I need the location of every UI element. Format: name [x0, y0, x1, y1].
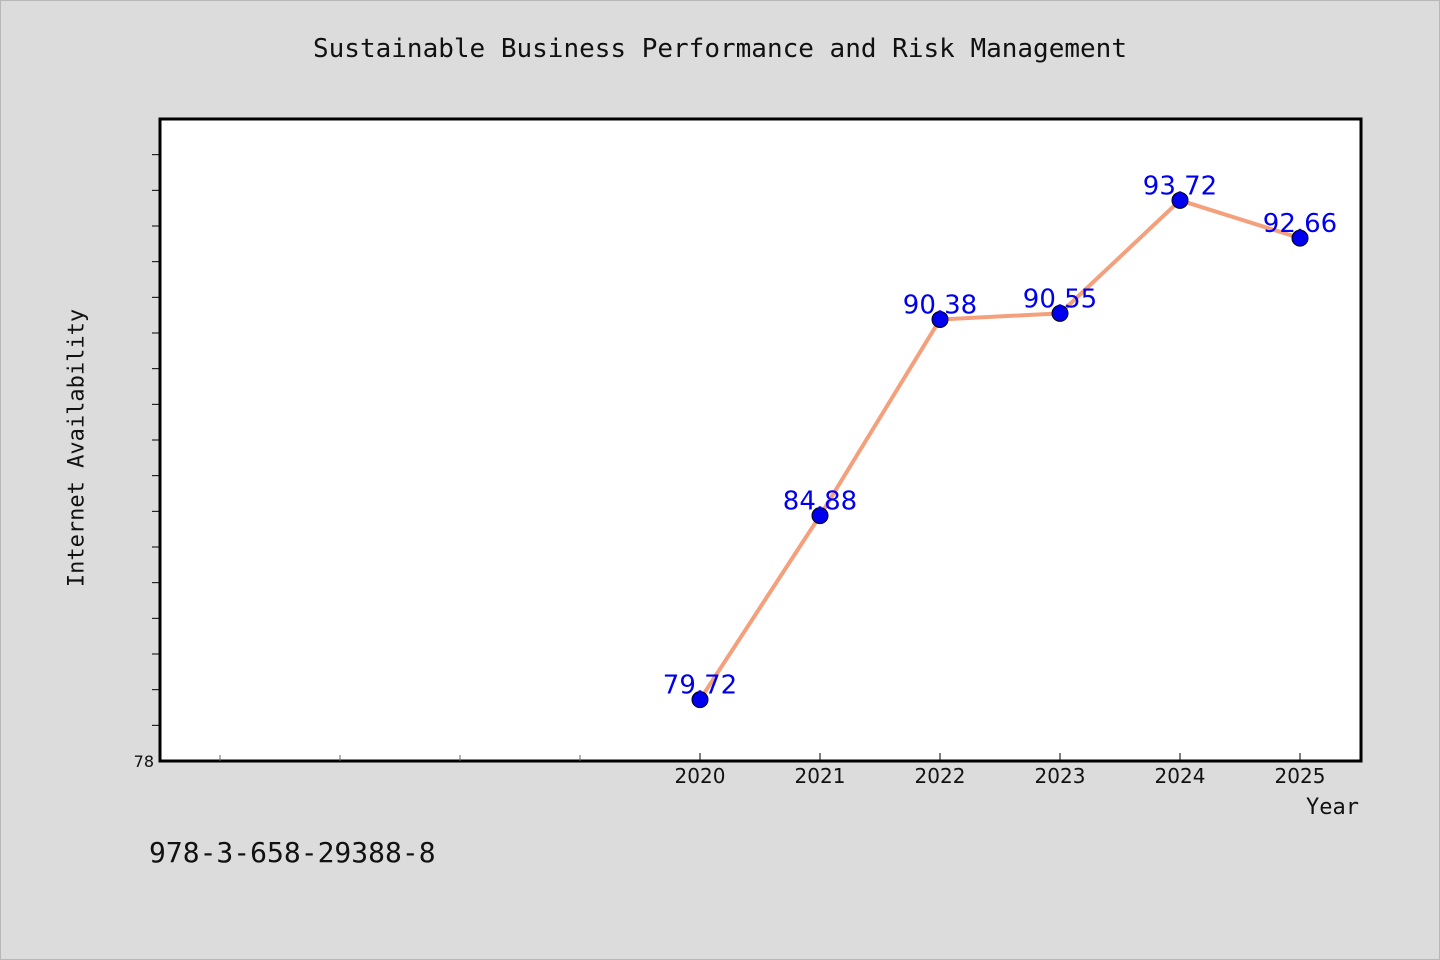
data-point — [1291, 229, 1309, 247]
data-point — [931, 310, 949, 328]
data-label: 79.72 — [663, 671, 737, 701]
data-point — [691, 691, 709, 709]
x-tick-label: 2023 — [1035, 764, 1086, 788]
x-tick-label: 2024 — [1155, 764, 1206, 788]
x-tick-label: 2021 — [795, 764, 846, 788]
data-label: 90.55 — [1023, 284, 1097, 314]
y-axis-ticks: 78 — [134, 154, 160, 771]
x-axis-minor-ticks — [219, 755, 581, 761]
data-label: 84.88 — [783, 487, 857, 517]
data-point — [811, 507, 829, 525]
data-labels: 79.72 84.88 90.38 90.55 93.72 92.66 — [663, 171, 1337, 700]
plot-area — [158, 117, 1363, 763]
data-point — [1171, 191, 1189, 209]
data-label: 90.38 — [903, 290, 977, 320]
x-tick-label: 2025 — [1275, 764, 1326, 788]
chart-title: Sustainable Business Performance and Ris… — [313, 34, 1127, 64]
y-tick-label: 78 — [134, 752, 154, 771]
x-tick-label: 2022 — [915, 764, 966, 788]
data-label: 92.66 — [1263, 209, 1337, 239]
data-label: 93.72 — [1143, 171, 1217, 201]
data-point — [1051, 304, 1069, 322]
data-markers — [691, 191, 1309, 709]
isbn-text: 978-3-658-29388-8 — [149, 836, 436, 869]
series-line — [698, 198, 1301, 701]
x-axis-ticks: 2020 2021 2022 2023 2024 2025 — [675, 753, 1326, 788]
x-axis-label: Year — [1306, 795, 1359, 820]
x-tick-label: 2020 — [675, 764, 726, 788]
